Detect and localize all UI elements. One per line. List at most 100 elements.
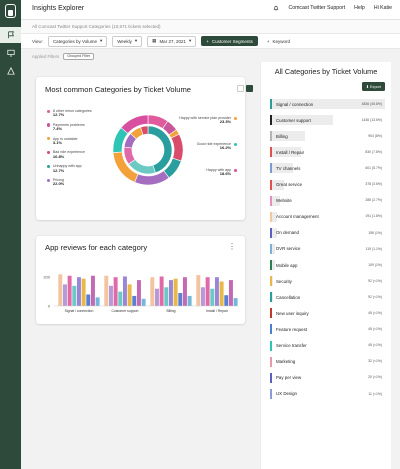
keyword-button[interactable]: + Keyword (262, 37, 295, 45)
bar[interactable] (67, 275, 72, 306)
applied-filter-pill[interactable]: Grouped Filter (63, 52, 95, 60)
bar[interactable] (127, 284, 132, 306)
period-value: Weekly (117, 38, 132, 44)
bar[interactable] (164, 287, 169, 306)
category-name: Great service (276, 182, 303, 188)
group-by-select[interactable]: Categories by Volume ▾ (47, 35, 108, 47)
legend-item: Unhappy with app 12.7% (47, 164, 82, 173)
bar[interactable] (58, 274, 63, 306)
legend-label: Pricing (52, 178, 64, 182)
category-row[interactable]: Website 285 (2.7%) (270, 195, 385, 206)
date-picker[interactable]: ▦ Mar 27, 2021 ▾ (147, 35, 197, 47)
bar[interactable] (187, 295, 192, 306)
category-row[interactable]: Marketing 32 (<1%) (270, 356, 385, 367)
bar[interactable] (86, 294, 91, 306)
category-row[interactable]: DVR service 119 (1.1%) (270, 243, 385, 254)
category-row[interactable]: On demand 198 (1%) (270, 227, 385, 238)
bar[interactable] (122, 276, 127, 306)
category-row[interactable]: Security 92 (<1%) (270, 276, 385, 287)
bar[interactable] (104, 275, 109, 306)
bar[interactable] (141, 298, 146, 306)
bar[interactable] (182, 277, 187, 306)
legend-label: Happy with service plan provider (179, 116, 232, 120)
segments-label: Customer Segments (211, 38, 253, 44)
bar[interactable] (173, 278, 178, 306)
category-row[interactable]: Feature request 45 (<1%) (270, 324, 385, 335)
bar[interactable] (90, 275, 95, 306)
category-name: Customer support (276, 117, 311, 123)
bar[interactable] (136, 280, 141, 306)
category-row[interactable]: New user inquiry 45 (<1%) (270, 308, 385, 319)
donut-outer-slice[interactable] (120, 114, 149, 134)
x-tick-label: Install / Repair (206, 309, 229, 313)
bar[interactable] (233, 298, 238, 306)
reviews-bar-chart: 200 0 Signal / connection Customer support B… (43, 274, 238, 313)
user-greeting[interactable]: Hi Katie (373, 5, 392, 11)
chart-view-button[interactable] (246, 85, 253, 92)
bar[interactable] (108, 285, 113, 306)
legend-item: Good ride experience 16.2% (197, 142, 237, 151)
category-row[interactable]: Cancellation 92 (<1%) (270, 292, 385, 303)
bar[interactable] (228, 280, 233, 306)
nav-flag-button[interactable] (0, 27, 21, 43)
period-select[interactable]: Weekly ▾ (112, 35, 143, 47)
nav-monitor-button[interactable] (0, 45, 21, 61)
bar[interactable] (72, 285, 77, 306)
bar[interactable] (159, 276, 164, 306)
category-row[interactable]: Pay per view 20 (<1%) (270, 372, 385, 383)
bar[interactable] (178, 293, 183, 306)
category-row[interactable]: Service transfer 45 (<1%) (270, 340, 385, 351)
legend-item: App is unstable 3.1% (47, 137, 77, 146)
category-row[interactable]: Great service 378 (3.6%) (270, 179, 385, 190)
bar[interactable] (95, 297, 100, 306)
bar[interactable] (168, 280, 173, 306)
category-color-marker (270, 99, 272, 109)
help-link[interactable]: Help (354, 5, 365, 11)
bar[interactable] (200, 287, 205, 306)
bar[interactable] (150, 277, 155, 306)
export-button[interactable]: ⬇ Export (361, 82, 385, 91)
bar[interactable] (113, 277, 118, 306)
legend-dot (47, 178, 51, 182)
bar[interactable] (219, 281, 224, 306)
customer-segments-button[interactable]: + Customer Segments (201, 36, 258, 46)
donut-outer-slice[interactable] (170, 133, 184, 162)
more-options-icon[interactable]: ⋮ (228, 242, 236, 251)
bar[interactable] (196, 275, 201, 306)
download-icon: ⬇ (365, 85, 371, 89)
legend-dot (47, 137, 51, 141)
list-view-button[interactable] (237, 85, 244, 92)
category-row[interactable]: Account management 191 (1.8%) (270, 211, 385, 222)
bar[interactable] (205, 277, 210, 306)
category-row[interactable]: Mobile app 109 (1%) (270, 260, 385, 270)
legend-value: 23.3% (219, 119, 232, 125)
bar[interactable] (154, 288, 159, 306)
bar[interactable] (81, 278, 86, 306)
donut-inner-slice[interactable] (140, 125, 149, 136)
category-row[interactable]: Billing 904 (8%) (270, 131, 385, 142)
bell-icon[interactable] (273, 5, 279, 11)
bar[interactable] (214, 277, 219, 306)
bar[interactable] (76, 277, 81, 306)
legend-text: Happy with service plan provider 23.3% (179, 116, 231, 125)
category-row[interactable]: Signal / connection 4836 (45.8%) (270, 99, 385, 109)
category-row[interactable]: Customer support 1436 (13.6%) (270, 115, 385, 126)
category-volume-bar (270, 211, 277, 222)
nav-alert-button[interactable] (0, 63, 21, 79)
category-name: Account management (276, 214, 319, 220)
bar[interactable] (210, 288, 215, 306)
category-color-marker (270, 243, 272, 254)
category-color-marker (270, 308, 272, 319)
legend-dot (233, 116, 237, 120)
legend-label: Unhappy with app (52, 164, 82, 169)
category-row[interactable]: UX Design 11 (<1%) (270, 388, 385, 399)
legend-value: 12.7% (52, 167, 65, 173)
bar[interactable] (118, 291, 123, 306)
account-dropdown[interactable]: Comcast Twitter Support (288, 5, 346, 11)
category-row[interactable]: Install / Repair 830 (7.8%) (270, 147, 385, 158)
bar[interactable] (62, 284, 67, 306)
bar[interactable] (224, 295, 229, 306)
bar[interactable] (132, 295, 137, 306)
category-row[interactable]: TV channels 601 (5.7%) (270, 163, 385, 174)
category-value: 198 (1%) (368, 230, 382, 235)
